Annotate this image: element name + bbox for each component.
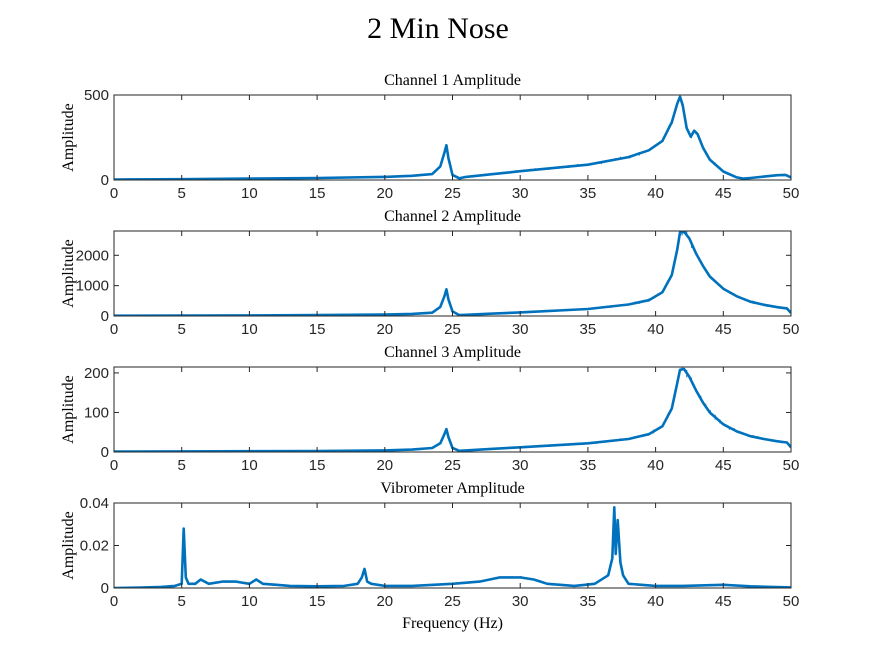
x-tick-label: 45: [715, 185, 732, 202]
x-tick-label: 0: [110, 593, 118, 610]
axes-box: [113, 502, 792, 589]
y-tick-label: 500: [84, 87, 109, 104]
x-tick-label: 45: [715, 457, 732, 474]
series-line-1: [114, 95, 791, 180]
subplot-3: Channel 3 Amplitude Amplitude 0 5 10 15 20 25 30…: [60, 344, 799, 474]
x-tick-label: 10: [241, 321, 258, 338]
y-tick-label: 200: [84, 365, 109, 382]
x-tick-label: 10: [241, 185, 258, 202]
subplot-4: Vibrometer Amplitude Amplitude Frequency (…: [60, 480, 799, 632]
x-tick-label: 35: [580, 185, 597, 202]
series-line-1: [114, 231, 791, 316]
subplot-title: Channel 2 Amplitude: [384, 208, 521, 225]
x-tick-label: 25: [444, 457, 461, 474]
x-tick-label: 20: [376, 593, 393, 610]
x-tick-label: 15: [309, 185, 326, 202]
y-tick-label: 0: [101, 580, 109, 597]
y-axis-label: Amplitude: [60, 375, 77, 443]
axes-box: [113, 94, 792, 181]
x-tick-label: 35: [580, 593, 597, 610]
subplot-title: Vibrometer Amplitude: [380, 480, 524, 497]
y-axis-label: Amplitude: [60, 239, 77, 307]
y-tick-label: 1000: [76, 278, 109, 295]
x-tick-label: 30: [512, 185, 529, 202]
series-group: [114, 95, 791, 180]
x-tick-label: 25: [444, 593, 461, 610]
x-tick-label: 30: [512, 593, 529, 610]
x-tick-label: 5: [178, 593, 186, 610]
y-tick-label: 0: [101, 308, 109, 325]
x-tick-label: 30: [512, 321, 529, 338]
subplot-2: Channel 2 Amplitude Amplitude 0 5 10 15 20 25 30…: [60, 208, 799, 338]
x-tick-label: 40: [647, 593, 664, 610]
x-tick-label: 15: [309, 457, 326, 474]
axes-box: [113, 230, 792, 317]
figure-title: 2 Min Nose: [367, 12, 509, 45]
series-group: [114, 367, 791, 452]
x-tick-label: 20: [376, 185, 393, 202]
x-tick-label: 35: [580, 457, 597, 474]
x-tick-label: 25: [444, 185, 461, 202]
series-group: [114, 231, 791, 316]
y-tick-label: 0: [101, 444, 109, 461]
x-tick-label: 45: [715, 321, 732, 338]
y-tick-label: 0.04: [80, 495, 109, 512]
x-tick-label: 0: [110, 321, 118, 338]
x-tick-label: 35: [580, 321, 597, 338]
x-tick-label: 5: [178, 457, 186, 474]
x-tick-label: 50: [783, 185, 800, 202]
x-tick-label: 50: [783, 457, 800, 474]
y-axis-label: Amplitude: [60, 511, 77, 579]
y-tick-label: 2000: [76, 247, 109, 264]
y-tick-label: 100: [84, 404, 109, 421]
x-tick-label: 50: [783, 593, 800, 610]
series-line-1: [114, 506, 791, 588]
x-tick-label: 30: [512, 457, 529, 474]
y-tick-label: 0: [101, 172, 109, 189]
x-tick-label: 40: [647, 457, 664, 474]
x-tick-label: 50: [783, 321, 800, 338]
y-tick-label: 0.02: [80, 538, 109, 555]
x-tick-label: 10: [241, 457, 258, 474]
x-tick-label: 5: [178, 185, 186, 202]
series-group: [114, 506, 791, 588]
series-line-1: [114, 367, 791, 452]
subplot-1: Channel 1 Amplitude Amplitude 0 5 10 15 20 25 30…: [60, 72, 799, 202]
subplot-title: Channel 3 Amplitude: [384, 344, 521, 361]
x-tick-label: 0: [110, 185, 118, 202]
x-tick-label: 5: [178, 321, 186, 338]
x-tick-label: 20: [376, 457, 393, 474]
x-tick-label: 10: [241, 593, 258, 610]
x-tick-label: 40: [647, 185, 664, 202]
x-tick-label: 25: [444, 321, 461, 338]
x-tick-label: 15: [309, 593, 326, 610]
subplot-title: Channel 1 Amplitude: [384, 72, 521, 89]
x-tick-label: 20: [376, 321, 393, 338]
x-tick-label: 15: [309, 321, 326, 338]
x-tick-label: 45: [715, 593, 732, 610]
x-axis-label: Frequency (Hz): [402, 615, 503, 632]
x-tick-label: 0: [110, 457, 118, 474]
y-axis-label: Amplitude: [60, 103, 77, 171]
x-tick-label: 40: [647, 321, 664, 338]
